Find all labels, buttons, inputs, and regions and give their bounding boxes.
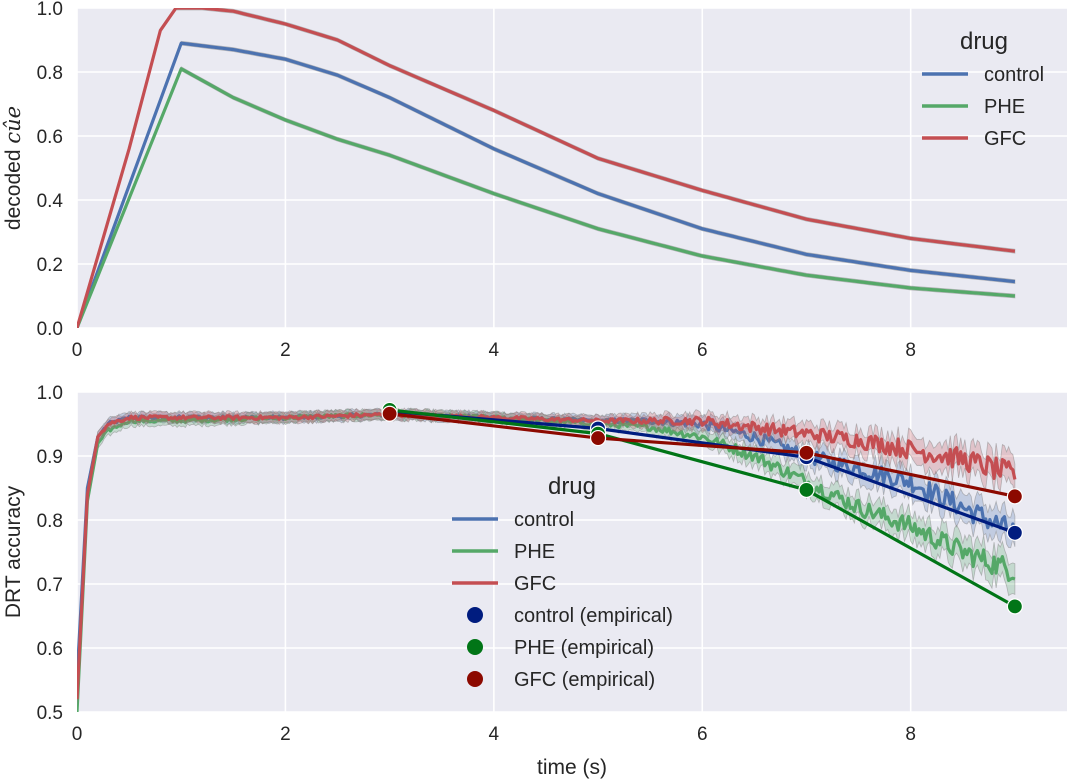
y-axis-label: decoded cûe: [1, 106, 25, 230]
y-tick-label: 0.4: [37, 191, 64, 212]
legend-label: GFC (empirical): [514, 669, 655, 691]
data-point-gfc-empirical-: [1006, 488, 1023, 505]
legend-title: drug: [960, 28, 1008, 55]
panel-1: 0.0 0.2 0.4 0.6 0.8 1.0 0 2 4 6 8 decoded cûe drug co…: [1, 0, 1067, 361]
legend-label: control (empirical): [514, 605, 673, 627]
x-tick-label: 2: [280, 340, 291, 361]
y-axis-label-math: cûe: [1, 106, 25, 144]
series-line-control: [77, 41, 1016, 328]
y-tick-label: 0.6: [37, 639, 63, 660]
data-point-gfc-empirical-: [589, 429, 607, 447]
y-tick-label: 0.7: [37, 575, 63, 596]
y-tick-label: 0.8: [37, 511, 63, 532]
panel-2: 0.5 0.6 0.7 0.8 0.9 1.0 0 2 4 6 8 DRT accuracy time …: [2, 383, 1067, 779]
x-tick-label: 8: [905, 724, 916, 745]
series-line-control-empirical-: [389, 409, 1016, 535]
legend: drug control PHE GFC control (empirical) PHE …: [452, 473, 673, 691]
y-tick-label: 0.5: [37, 703, 63, 724]
legend-title: drug: [548, 473, 596, 500]
x-tick-label: 0: [72, 724, 83, 745]
plot-background: [77, 8, 1067, 328]
legend-label: control: [984, 64, 1044, 86]
legend-label: GFC: [984, 128, 1026, 150]
y-tick-label: 1.0: [37, 0, 63, 20]
y-tick-label: 0.0: [37, 319, 63, 340]
y-tick-label: 0.6: [37, 127, 63, 148]
data-point-phe-empirical-: [1006, 598, 1023, 615]
plot-area: [77, 8, 1016, 328]
x-tick-label: 4: [489, 724, 500, 745]
ci-band-gfc: [77, 8, 1016, 328]
y-axis-label: DRT accuracy: [2, 485, 25, 618]
series-line-phe-empirical-: [389, 408, 1016, 608]
legend-label: control: [514, 509, 574, 531]
x-tick-label: 6: [697, 340, 708, 361]
x-tick-label: 6: [697, 724, 708, 745]
legend-label: GFC: [514, 573, 556, 595]
legend-marker: [467, 671, 483, 687]
series-line-gfc: [77, 8, 1016, 328]
data-point-gfc-empirical-: [798, 444, 815, 461]
plot-area: [77, 401, 1023, 712]
x-tick-label: 0: [72, 340, 83, 361]
legend-label: PHE: [514, 541, 555, 563]
series-line-gfc-empirical-: [389, 412, 1016, 498]
y-tick-label: 0.2: [37, 255, 63, 276]
series-line-gfc: [77, 411, 1017, 700]
data-point-gfc-empirical-: [381, 405, 398, 422]
legend: drug control PHE GFC: [922, 28, 1044, 150]
x-tick-label: 8: [905, 340, 916, 361]
plot-background: [77, 392, 1067, 712]
legend-marker: [467, 639, 483, 655]
x-tick-label: 4: [489, 340, 500, 361]
y-tick-label: 0.9: [37, 447, 63, 468]
series-line-phe: [77, 67, 1016, 328]
data-point-control-empirical-: [1006, 524, 1023, 541]
legend-marker: [467, 607, 483, 623]
x-axis-label: time (s): [537, 756, 607, 779]
legend-label: PHE: [984, 96, 1025, 118]
y-tick-label: 1.0: [37, 383, 63, 404]
x-tick-label: 2: [280, 724, 291, 745]
y-tick-label: 0.8: [37, 63, 63, 84]
data-point-phe-empirical-: [798, 481, 815, 499]
legend-label: PHE (empirical): [514, 637, 654, 659]
